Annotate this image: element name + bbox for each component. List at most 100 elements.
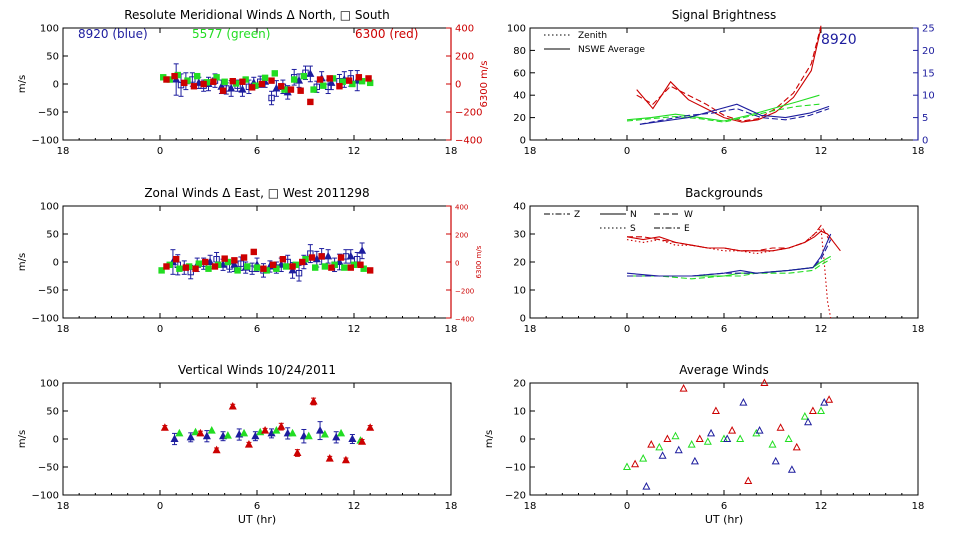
x-tick-label: 6 bbox=[254, 146, 260, 157]
series-line bbox=[627, 258, 831, 280]
data-point bbox=[272, 83, 281, 92]
data-point bbox=[250, 248, 257, 256]
data-point bbox=[647, 440, 656, 448]
y-tick-label: 20 bbox=[513, 113, 526, 124]
data-point bbox=[325, 454, 334, 462]
data-point bbox=[320, 82, 327, 89]
data-point bbox=[707, 428, 716, 437]
series-red bbox=[626, 230, 841, 252]
y-tick-label: 80 bbox=[513, 46, 526, 57]
data-point bbox=[304, 431, 313, 440]
data-point bbox=[663, 434, 672, 442]
data-point bbox=[631, 459, 640, 468]
y-tick-label: 0 bbox=[520, 136, 526, 147]
right-y-tick-label: 10 bbox=[922, 91, 935, 102]
data-point bbox=[825, 395, 834, 403]
y-tick-label: −100 bbox=[32, 314, 59, 325]
data-point bbox=[804, 417, 813, 426]
y-tick-label: 0 bbox=[53, 435, 59, 446]
y-tick-label: 0 bbox=[520, 314, 526, 325]
data-point bbox=[234, 267, 241, 274]
x-tick-label: 18 bbox=[524, 501, 537, 512]
data-point bbox=[172, 256, 180, 263]
data-point bbox=[339, 78, 346, 85]
data-point bbox=[244, 440, 253, 448]
data-point bbox=[348, 434, 357, 442]
data-point bbox=[784, 434, 793, 442]
series-blue bbox=[627, 239, 832, 277]
data-point bbox=[207, 426, 216, 434]
data-point bbox=[792, 442, 801, 451]
data-point bbox=[310, 86, 317, 93]
panel-zonal: Zonal Winds Δ East, □ West 2011298 18 0 6 12… bbox=[17, 186, 483, 335]
x-axis-label: UT (hr) bbox=[705, 513, 743, 526]
data-point bbox=[175, 428, 184, 437]
series-line bbox=[626, 233, 832, 277]
data-point bbox=[800, 412, 809, 420]
series-red bbox=[636, 25, 822, 122]
series-green bbox=[622, 406, 826, 470]
data-point bbox=[297, 87, 304, 94]
y-tick-label: 100 bbox=[40, 24, 59, 35]
data-point bbox=[787, 465, 796, 473]
legend-entry: 8920 (blue) bbox=[78, 27, 148, 41]
data-point bbox=[312, 264, 319, 271]
right-y-tick-label: 400 bbox=[455, 24, 474, 35]
data-point bbox=[170, 434, 179, 442]
data-point bbox=[728, 426, 737, 434]
y-tick-label: −100 bbox=[32, 491, 59, 502]
data-point bbox=[288, 265, 297, 274]
y-tick-label: 50 bbox=[46, 407, 59, 418]
data-point bbox=[272, 426, 281, 434]
data-point bbox=[295, 76, 304, 84]
data-point bbox=[248, 84, 256, 91]
y-tick-label: 10 bbox=[513, 407, 526, 418]
x-tick-label: 12 bbox=[348, 146, 361, 157]
data-point bbox=[193, 72, 201, 80]
data-point bbox=[679, 384, 688, 392]
x-tick-label: 0 bbox=[157, 501, 163, 512]
x-tick-label: 12 bbox=[815, 146, 828, 157]
data-point bbox=[210, 78, 217, 85]
series-green bbox=[158, 256, 367, 274]
data-point bbox=[349, 80, 356, 88]
y-tick-label: −20 bbox=[505, 491, 526, 502]
y-axis-label: m/s bbox=[484, 430, 495, 448]
series-red bbox=[627, 224, 830, 252]
y-tick-label: −50 bbox=[38, 286, 59, 297]
series-green bbox=[626, 103, 820, 123]
data-point bbox=[277, 260, 286, 268]
data-point bbox=[230, 260, 239, 268]
y-tick-label: −100 bbox=[32, 136, 59, 147]
data-point bbox=[354, 256, 361, 263]
data-point bbox=[181, 79, 188, 87]
data-point bbox=[332, 432, 341, 441]
x-tick-label: 6 bbox=[721, 146, 727, 157]
y-tick-label: 10 bbox=[513, 286, 526, 297]
x-tick-label: 6 bbox=[254, 324, 260, 335]
y-tick-label: 30 bbox=[513, 230, 526, 241]
x-tick-label: 12 bbox=[348, 501, 361, 512]
data-point bbox=[808, 406, 817, 414]
data-point bbox=[335, 257, 344, 265]
data-point bbox=[277, 422, 286, 430]
data-point bbox=[642, 482, 651, 490]
data-point bbox=[206, 257, 215, 265]
data-point bbox=[228, 401, 237, 410]
data-point bbox=[240, 428, 249, 437]
data-point bbox=[282, 263, 290, 270]
data-point bbox=[300, 72, 308, 80]
data-point bbox=[221, 255, 228, 262]
x-tick-label: 18 bbox=[57, 501, 70, 512]
data-point bbox=[336, 83, 343, 90]
series-blue bbox=[642, 398, 829, 490]
data-point bbox=[308, 254, 316, 261]
data-point bbox=[299, 431, 308, 440]
plot-frame bbox=[529, 205, 919, 319]
right-y-tick-label: −400 bbox=[455, 136, 482, 147]
series-line bbox=[636, 27, 822, 123]
data-point bbox=[244, 263, 251, 270]
data-point bbox=[221, 78, 228, 85]
y-axis-label: m/s bbox=[17, 253, 28, 271]
